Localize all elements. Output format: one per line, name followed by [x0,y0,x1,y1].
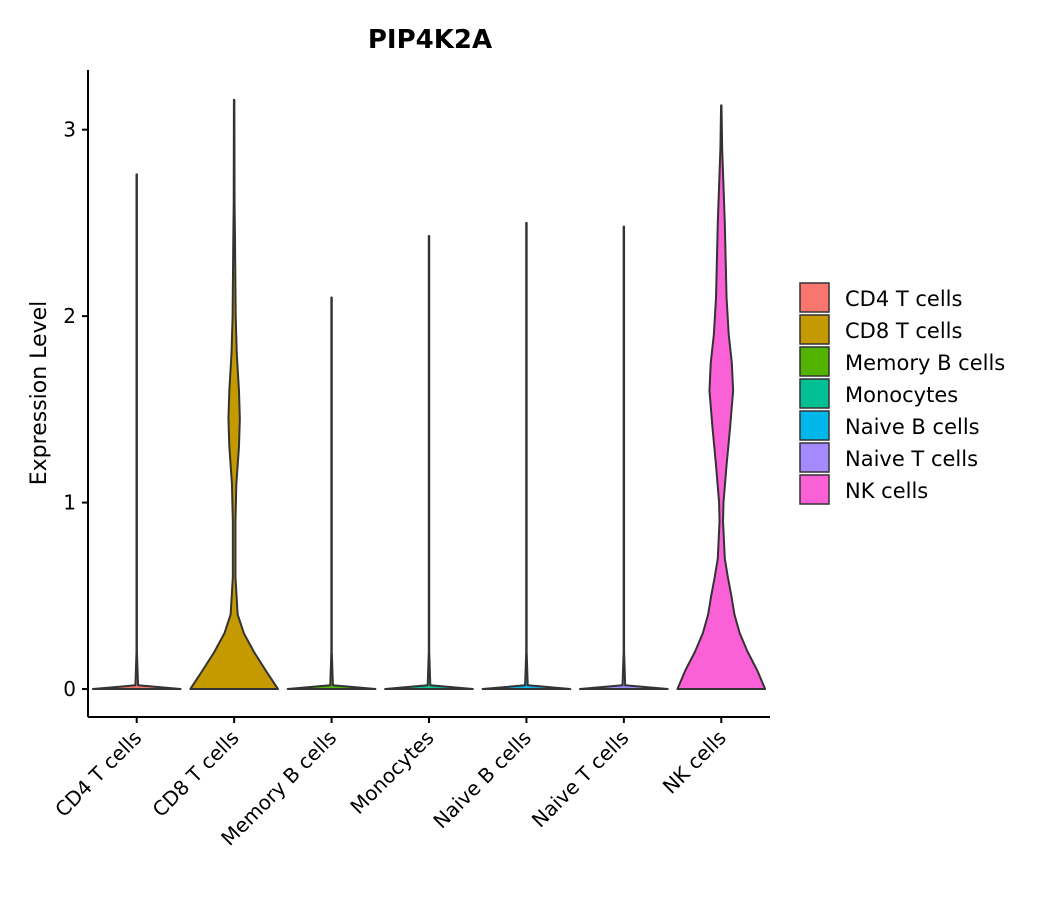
violin-nk-cells [676,104,767,691]
x-tick-label: CD8 T cells [148,726,244,822]
y-tick-label: 0 [63,677,76,701]
legend-label: NK cells [845,479,928,503]
violin-monocytes [384,234,474,691]
legend-swatch [799,442,830,473]
x-tick-label: Naive B cells [428,726,536,834]
y-tick-label: 2 [63,304,76,328]
y-axis-label: Expression Level [27,301,52,486]
legend-swatch [799,474,830,505]
legend-label: Memory B cells [845,351,1005,375]
violin-memory-b-cells [286,296,377,691]
legend-swatch [799,314,830,345]
x-tick-label: CD4 T cells [50,726,146,822]
legend-swatch [799,378,830,409]
legend: CD4 T cells CD8 T cells Memory B cells Mono… [799,282,1005,505]
legend-label: Monocytes [845,383,958,407]
violin-naive-b-cells [481,221,572,691]
legend-swatch [799,346,830,377]
chart-title: PIP4K2A [368,25,492,55]
y-tick-label: 1 [63,491,76,515]
x-tick-label: Naive T cells [527,726,634,833]
violin-layer [91,98,767,691]
legend-label: Naive T cells [845,447,978,471]
violin-cd4-t-cells [91,173,182,691]
legend-swatch [799,410,830,441]
x-tick-label: NK cells [658,726,731,799]
legend-label: CD4 T cells [845,287,962,311]
legend-label: Naive B cells [845,415,980,439]
y-tick-label: 3 [63,118,76,142]
violin-cd8-t-cells [189,98,279,691]
x-tick-label: Monocytes [345,726,438,819]
legend-label: CD8 T cells [845,319,962,343]
legend-swatch [799,282,830,313]
violin-naive-t-cells [579,225,669,691]
y-ticks: 0 1 2 3 [63,118,88,701]
